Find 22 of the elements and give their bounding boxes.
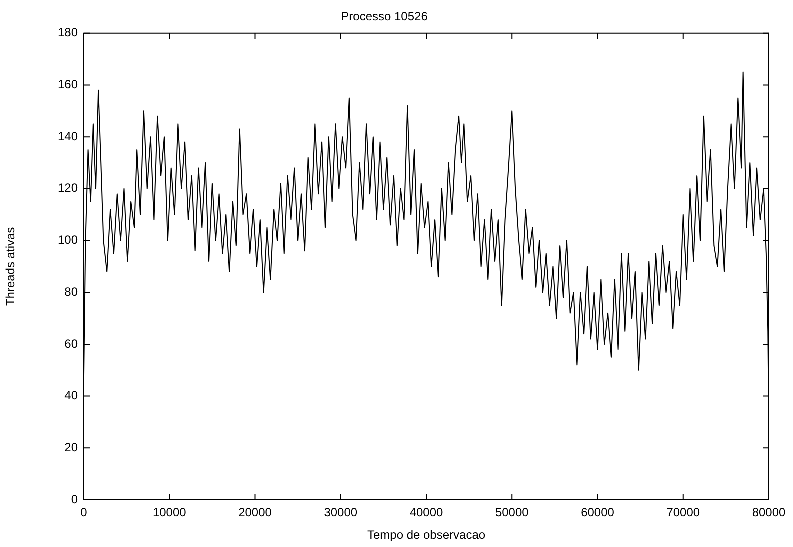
y-tick-label: 20 [64,440,78,454]
x-tick-label: 60000 [581,506,615,520]
y-tick-label: 160 [58,78,78,92]
x-tick-label: 20000 [238,506,272,520]
x-tick-label: 0 [80,506,88,520]
y-tick-label: 120 [58,181,78,196]
x-tick-label: 30000 [324,506,358,520]
y-tick-label: 60 [64,336,78,351]
x-axis-title: Tempo de observacao [367,528,486,542]
y-tick-label: 40 [64,388,78,403]
x-tick-label: 70000 [666,506,700,520]
x-tick-label: 40000 [410,506,444,520]
y-tick-label: 0 [71,492,78,506]
chart-title: Processo 10526 [341,10,428,24]
y-axis-title: Threads ativas [4,227,18,306]
y-tick-label: 100 [58,233,78,248]
x-tick-label: 50000 [495,506,530,520]
y-tick-label: 80 [64,284,78,299]
y-tick-label: 140 [58,129,78,144]
x-tick-label: 10000 [152,506,187,520]
y-tick-label: 180 [58,26,78,40]
x-tick-label: 80000 [752,506,786,520]
